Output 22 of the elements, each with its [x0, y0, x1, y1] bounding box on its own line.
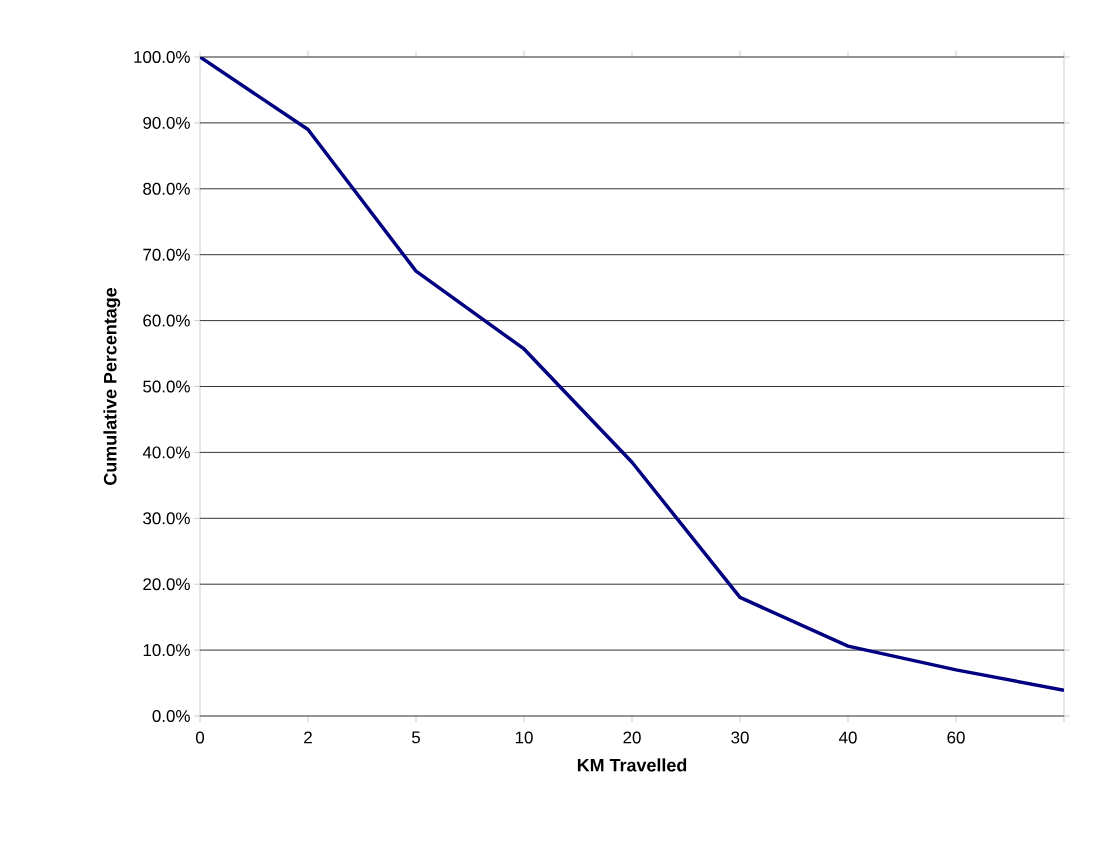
x-tick-label: 60 — [947, 731, 965, 744]
y-tick-label: 10.0% — [143, 644, 190, 657]
x-tick-label: 40 — [838, 731, 857, 744]
x-tick-label: 5 — [411, 731, 420, 744]
x-axis-title: KM Travelled — [577, 758, 687, 772]
x-tick-label: 0 — [195, 731, 205, 744]
y-tick-label: 0.0% — [152, 710, 190, 722]
x-tick-label: 20 — [623, 731, 641, 744]
y-tick-label: 70.0% — [143, 248, 190, 261]
y-tick-label: 30.0% — [143, 512, 190, 525]
y-axis-title: Cumulative Percentage — [103, 287, 121, 485]
x-tick-label: 10 — [515, 731, 533, 744]
y-tick-label: 80.0% — [143, 182, 190, 195]
y-tick-label: 40.0% — [142, 446, 190, 459]
y-tick-label: 90.0% — [143, 116, 190, 129]
y-tick-label: 50.0% — [143, 380, 190, 393]
x-tick-label: 2 — [304, 731, 312, 744]
line-series — [200, 56, 1065, 693]
y-tick-label: 60.0% — [143, 314, 190, 327]
x-tick-label: 30 — [731, 731, 749, 744]
y-tick-label: 20.0% — [143, 578, 190, 591]
y-tick-label: 100.0% — [134, 50, 190, 63]
